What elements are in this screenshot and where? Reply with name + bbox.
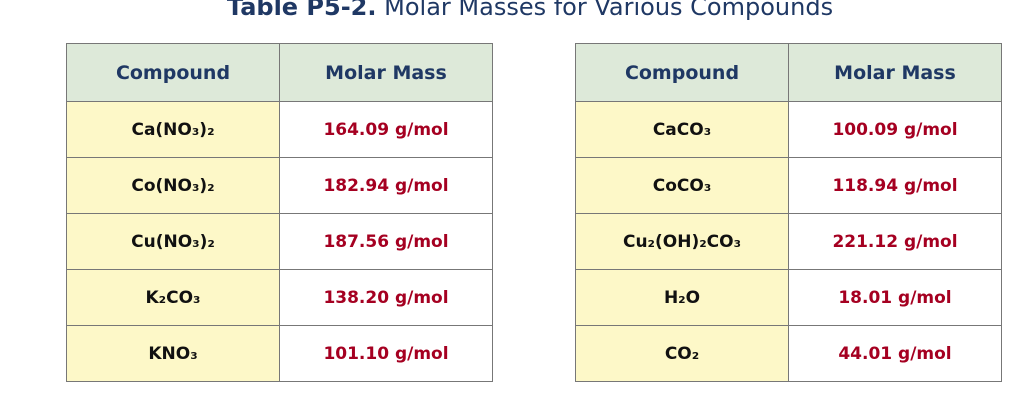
table-row: CO₂ 44.01 g/mol (575, 325, 1002, 382)
compound-cell: Ca(NO₃)₂ (66, 101, 280, 158)
mass-cell: 138.20 g/mol (279, 269, 493, 326)
table-row: Ca(NO₃)₂ 164.09 g/mol (66, 101, 493, 158)
mass-cell: 101.10 g/mol (279, 325, 493, 382)
compound-cell: CO₂ (575, 325, 789, 382)
compound-cell: Cu₂(OH)₂CO₃ (575, 213, 789, 270)
caption-label: Table P5-2. (226, 0, 377, 21)
table-row: KNO₃ 101.10 g/mol (66, 325, 493, 382)
mass-cell: 100.09 g/mol (788, 101, 1002, 158)
table-row: Cu₂(OH)₂CO₃ 221.12 g/mol (575, 213, 1002, 270)
compound-cell: KNO₃ (66, 325, 280, 382)
header-cell: Molar Mass (788, 43, 1002, 102)
table-row: K₂CO₃ 138.20 g/mol (66, 269, 493, 326)
compound-cell: H₂O (575, 269, 789, 326)
table-row: CoCO₃ 118.94 g/mol (575, 157, 1002, 214)
table-row: Co(NO₃)₂ 182.94 g/mol (66, 157, 493, 214)
mass-cell: 118.94 g/mol (788, 157, 1002, 214)
header-row: Compound Molar Mass (66, 43, 493, 102)
caption: Table P5-2. Molar Masses for Various Com… (0, 0, 1024, 21)
compound-cell: Cu(NO₃)₂ (66, 213, 280, 270)
caption-text: Molar Masses for Various Compounds (384, 0, 834, 21)
compound-cell: CaCO₃ (575, 101, 789, 158)
mass-cell: 44.01 g/mol (788, 325, 1002, 382)
header-cell: Molar Mass (279, 43, 493, 102)
table-row: Cu(NO₃)₂ 187.56 g/mol (66, 213, 493, 270)
molar-mass-table: Compound Molar Mass CaCO₃ 100.09 g/mol CoCO₃… (575, 43, 1002, 382)
header-cell: Compound (66, 43, 280, 102)
header-row: Compound Molar Mass (575, 43, 1002, 102)
mass-cell: 164.09 g/mol (279, 101, 493, 158)
compound-cell: Co(NO₃)₂ (66, 157, 280, 214)
header-cell: Compound (575, 43, 789, 102)
compound-cell: CoCO₃ (575, 157, 789, 214)
table-row: CaCO₃ 100.09 g/mol (575, 101, 1002, 158)
compound-cell: K₂CO₃ (66, 269, 280, 326)
mass-cell: 221.12 g/mol (788, 213, 1002, 270)
mass-cell: 187.56 g/mol (279, 213, 493, 270)
mass-cell: 182.94 g/mol (279, 157, 493, 214)
table-row: H₂O 18.01 g/mol (575, 269, 1002, 326)
mass-cell: 18.01 g/mol (788, 269, 1002, 326)
molar-mass-table: Compound Molar Mass Ca(NO₃)₂ 164.09 g/mol Co… (66, 43, 493, 382)
